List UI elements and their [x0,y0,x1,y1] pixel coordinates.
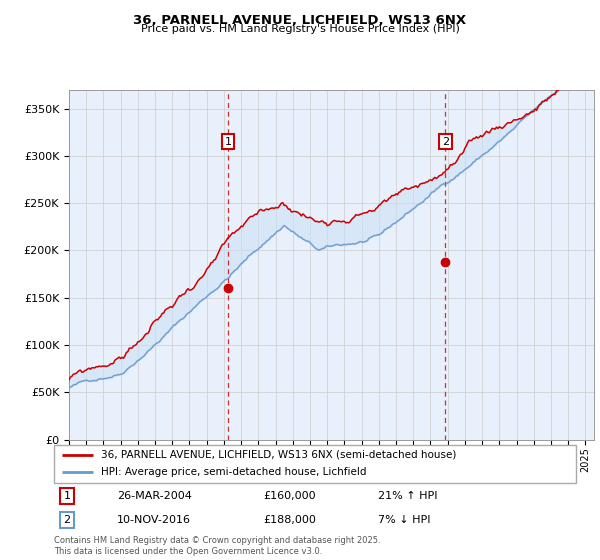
Text: 1: 1 [224,137,232,147]
Text: £188,000: £188,000 [263,515,316,525]
Text: Price paid vs. HM Land Registry's House Price Index (HPI): Price paid vs. HM Land Registry's House … [140,24,460,34]
FancyBboxPatch shape [54,445,576,483]
Text: 10-NOV-2016: 10-NOV-2016 [116,515,191,525]
Text: 21% ↑ HPI: 21% ↑ HPI [377,491,437,501]
Text: HPI: Average price, semi-detached house, Lichfield: HPI: Average price, semi-detached house,… [101,468,367,478]
Text: 7% ↓ HPI: 7% ↓ HPI [377,515,430,525]
Text: 2: 2 [64,515,71,525]
Text: 26-MAR-2004: 26-MAR-2004 [116,491,191,501]
Text: Contains HM Land Registry data © Crown copyright and database right 2025.
This d: Contains HM Land Registry data © Crown c… [54,536,380,556]
Text: £160,000: £160,000 [263,491,316,501]
Text: 36, PARNELL AVENUE, LICHFIELD, WS13 6NX: 36, PARNELL AVENUE, LICHFIELD, WS13 6NX [133,14,467,27]
Text: 36, PARNELL AVENUE, LICHFIELD, WS13 6NX (semi-detached house): 36, PARNELL AVENUE, LICHFIELD, WS13 6NX … [101,450,457,460]
Text: 2: 2 [442,137,449,147]
Text: 1: 1 [64,491,71,501]
